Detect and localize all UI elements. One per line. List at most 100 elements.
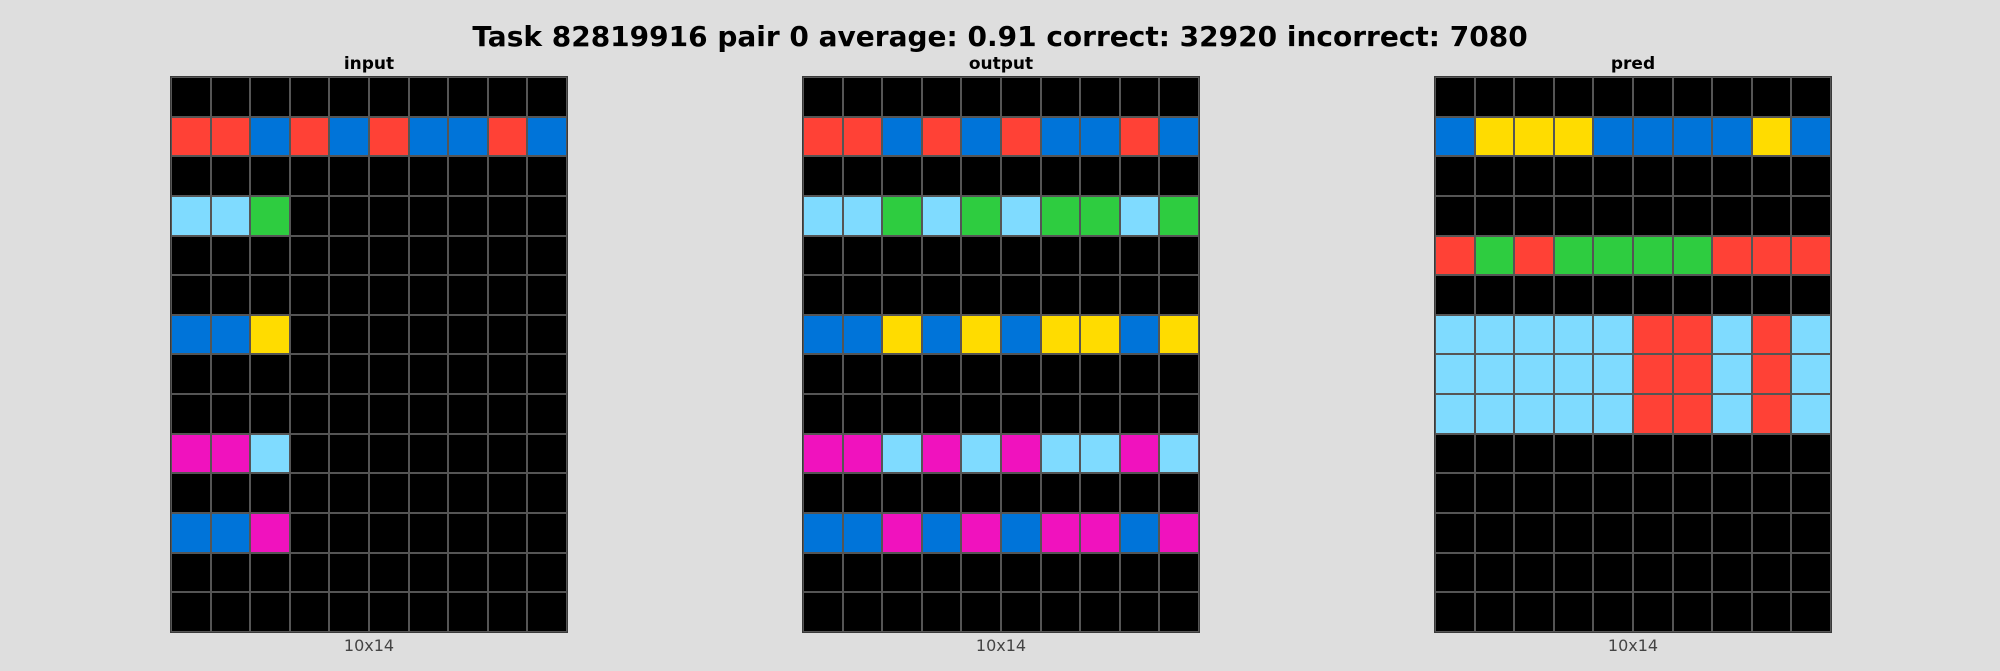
grid-cell [961, 473, 1001, 514]
grid-cell [368, 394, 409, 434]
grid-cell [527, 473, 567, 514]
grid-cell [368, 77, 409, 117]
grid-cell [1553, 156, 1594, 196]
grid-cell [210, 116, 251, 157]
grid-cell [171, 473, 211, 514]
grid-cell [961, 552, 1001, 593]
grid-cell [408, 275, 449, 315]
grid-cell [1712, 116, 1752, 157]
grid-cell [1514, 513, 1554, 553]
grid-cell [1751, 592, 1792, 632]
grid-cell [448, 433, 488, 474]
grid-cell [1040, 116, 1081, 157]
pred-label: pred [1610, 54, 1656, 74]
grid-cell [210, 275, 251, 315]
grid-cell [1435, 77, 1475, 117]
grid-cell [171, 394, 211, 434]
grid-cell [1791, 314, 1831, 355]
grid-cell [1435, 354, 1475, 395]
grid-cell [171, 116, 211, 157]
grid-cell [1514, 275, 1554, 315]
grid-cell [1474, 116, 1515, 157]
grid-cell [1593, 235, 1633, 276]
grid-cell [171, 195, 211, 236]
grid-cell [408, 513, 449, 553]
grid-cell [1000, 552, 1041, 593]
input-grid [170, 76, 568, 633]
grid-cell [803, 513, 843, 553]
grid-cell [329, 116, 369, 157]
grid-cell [487, 513, 528, 553]
grid-cell [1553, 552, 1594, 593]
grid-cell [1119, 156, 1160, 196]
grid-cell [1040, 473, 1081, 514]
grid-cell [1435, 473, 1475, 514]
grid-cell [171, 314, 211, 355]
grid-cell [368, 354, 409, 395]
grid-cell [1435, 513, 1475, 553]
grid-cell [1435, 235, 1475, 276]
grid-cell [1751, 195, 1792, 236]
grid-cell [1000, 275, 1041, 315]
grid-cell [1159, 433, 1199, 474]
grid-cell [1712, 275, 1752, 315]
output-label: output [968, 54, 1034, 74]
grid-cell [1000, 314, 1041, 355]
grid-cell [921, 235, 962, 276]
grid-cell [487, 473, 528, 514]
grid-cell [1159, 592, 1199, 632]
grid-cell [803, 195, 843, 236]
grid-cell [1553, 314, 1594, 355]
grid-cell [171, 275, 211, 315]
grid-cell [1159, 116, 1199, 157]
output-grid [802, 76, 1200, 633]
grid-cell [1553, 275, 1594, 315]
grid-cell [1159, 473, 1199, 514]
grid-cell [1632, 473, 1673, 514]
grid-cell [368, 513, 409, 553]
grid-cell [250, 235, 290, 276]
grid-cell [961, 275, 1001, 315]
grid-cell [1672, 275, 1713, 315]
grid-cell [842, 116, 883, 157]
grid-cell [1159, 275, 1199, 315]
grid-cell [921, 592, 962, 632]
grid-cell [882, 552, 922, 593]
grid-cell [1000, 592, 1041, 632]
pred-grid [1434, 76, 1832, 633]
grid-cell [1751, 314, 1792, 355]
grid-cell [368, 195, 409, 236]
grid-cell [1632, 354, 1673, 395]
grid-cell [1474, 473, 1515, 514]
grid-cell [1119, 473, 1160, 514]
grid-cell [882, 235, 922, 276]
grid-cell [921, 156, 962, 196]
grid-cell [210, 592, 251, 632]
grid-cell [1751, 513, 1792, 553]
grid-cell [882, 195, 922, 236]
grid-cell [1040, 394, 1081, 434]
grid-cell [329, 552, 369, 593]
grid-cell [1000, 473, 1041, 514]
grid-cell [1119, 195, 1160, 236]
grid-cell [1119, 116, 1160, 157]
grid-cell [921, 275, 962, 315]
grid-cell [1712, 394, 1752, 434]
grid-cell [882, 275, 922, 315]
grid-cell [1435, 275, 1475, 315]
grid-cell [803, 156, 843, 196]
grid-cell [1672, 552, 1713, 593]
grid-cell [1000, 394, 1041, 434]
grid-cell [1080, 156, 1120, 196]
grid-cell [1159, 513, 1199, 553]
grid-cell [1040, 513, 1081, 553]
output-dims: 10x14 [975, 636, 1027, 655]
grid-cell [527, 275, 567, 315]
grid-cell [842, 394, 883, 434]
grid-cell [1474, 354, 1515, 395]
grid-cell [1593, 116, 1633, 157]
grid-cell [842, 156, 883, 196]
grid-cell [1435, 195, 1475, 236]
grid-cell [368, 552, 409, 593]
grid-cell [250, 433, 290, 474]
